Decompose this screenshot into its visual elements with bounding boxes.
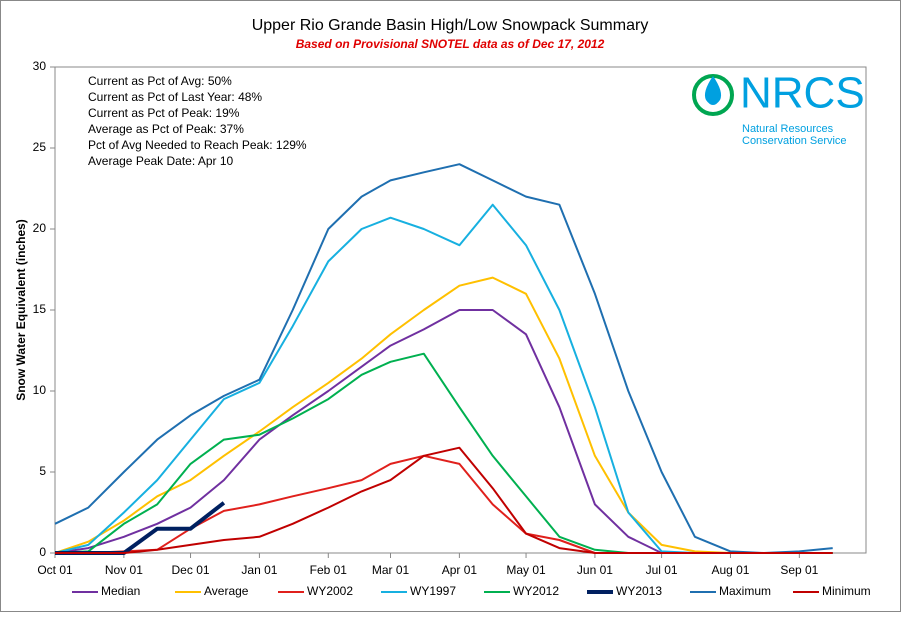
annotation: Pct of Avg Needed to Reach Peak: 129% [88, 138, 307, 152]
legend-label: Minimum [822, 584, 871, 598]
annotation: Current as Pct of Peak: 19% [88, 106, 240, 120]
x-tick-label: Feb 01 [310, 563, 348, 577]
y-tick-label: 10 [33, 383, 47, 397]
x-tick-label: Apr 01 [442, 563, 478, 577]
x-tick-label: Dec 01 [172, 563, 210, 577]
x-tick-label: Jan 01 [241, 563, 277, 577]
chart-title: Upper Rio Grande Basin High/Low Snowpack… [252, 17, 649, 34]
annotation: Current as Pct of Avg: 50% [88, 74, 232, 88]
x-tick-label: Oct 01 [37, 563, 73, 577]
legend-label: Median [101, 584, 140, 598]
y-tick-label: 20 [33, 221, 47, 235]
x-tick-label: Mar 01 [372, 563, 410, 577]
annotation: Current as Pct of Last Year: 48% [88, 90, 262, 104]
legend-label: WY1997 [410, 584, 456, 598]
series-line [55, 446, 833, 554]
legend-label: WY2002 [307, 584, 353, 598]
series-line [54, 276, 833, 554]
logo: NRCS Natural Resources Conservation Serv… [692, 69, 865, 147]
logo-line: Conservation Service [742, 135, 847, 147]
chart-subtitle: Based on Provisional SNOTEL data as of D… [296, 37, 605, 51]
x-tick-label: Aug 01 [711, 563, 749, 577]
x-tick-label: Sep 01 [780, 563, 818, 577]
y-tick-label: 5 [39, 464, 46, 478]
y-tick-label: 15 [33, 302, 47, 316]
legend-label: WY2013 [616, 584, 662, 598]
y-tick-label: 25 [33, 140, 47, 154]
y-tick-label: 30 [33, 59, 47, 73]
logo-line: Natural Resources [742, 123, 834, 135]
series-line [54, 163, 833, 554]
legend-label: Average [204, 584, 249, 598]
x-tick-label: Jul 01 [646, 563, 678, 577]
annotation: Average Peak Date: Apr 10 [88, 154, 234, 168]
y-tick-label: 0 [39, 545, 46, 559]
x-tick-label: May 01 [506, 563, 546, 577]
logo-drop [704, 76, 722, 105]
logo-name: NRCS [740, 69, 865, 118]
x-tick-label: Nov 01 [105, 563, 143, 577]
y-axis-label: Snow Water Equivalent (inches) [14, 219, 28, 401]
legend-label: Maximum [719, 584, 771, 598]
x-tick-label: Jun 01 [577, 563, 613, 577]
annotation: Average as Pct of Peak: 37% [88, 122, 244, 136]
legend-label: WY2012 [513, 584, 559, 598]
